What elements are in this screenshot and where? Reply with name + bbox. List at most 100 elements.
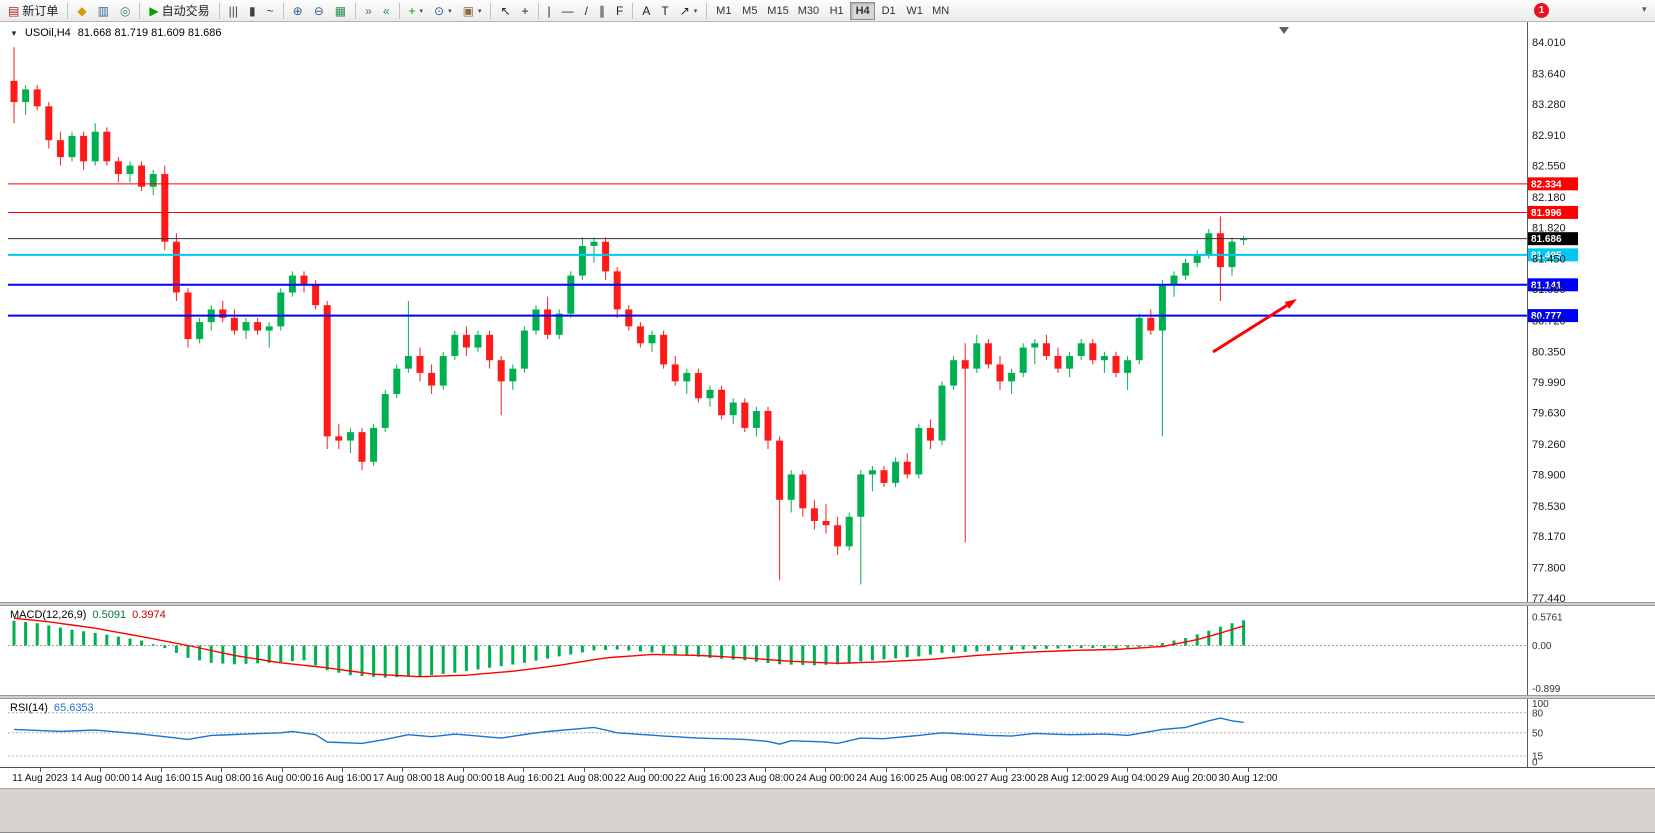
macd-bar xyxy=(105,634,109,646)
toolbar-separator xyxy=(537,2,539,19)
candlestick-chart-type-icon[interactable]: ▮ xyxy=(244,1,261,20)
zoom-out-icon[interactable]: ⊖ xyxy=(309,1,329,20)
macd-bar xyxy=(592,645,596,651)
notification-badge[interactable]: 1 xyxy=(1534,3,1549,18)
candle-body xyxy=(68,135,76,158)
rsi-header: RSI(14) 65.6353 xyxy=(10,702,94,714)
macd-bar xyxy=(372,645,376,677)
macd-bar xyxy=(615,645,619,650)
macd-bar xyxy=(685,645,689,656)
timeframe-w1-button[interactable]: W1 xyxy=(902,2,927,20)
templates-icon: ▣ xyxy=(462,3,474,18)
indicators-list-icon[interactable]: + ▾ xyxy=(404,1,429,20)
arrows-tool-icon[interactable]: ↗ ▾ xyxy=(675,1,703,20)
trendline-icon[interactable]: / xyxy=(580,1,593,20)
candle-body xyxy=(752,410,760,428)
macd-bar xyxy=(360,645,364,677)
tile-windows-icon[interactable]: ▦ xyxy=(330,1,351,20)
timeframe-h4-button[interactable]: H4 xyxy=(850,1,876,20)
vertical-line-icon[interactable]: | xyxy=(543,1,556,20)
text-icon[interactable]: T xyxy=(656,1,673,20)
macd-bar xyxy=(1010,645,1014,650)
candle-body xyxy=(103,131,111,162)
arrow-annotation-head[interactable] xyxy=(1284,299,1297,309)
macd-bar xyxy=(314,645,318,666)
tile-windows-icon: ▦ xyxy=(334,3,347,18)
arrow-annotation-line[interactable] xyxy=(1212,304,1288,354)
autotrading-button[interactable]: ▶ 自动交易 xyxy=(144,1,214,20)
new-order-button[interactable]: ▤ 新订单 xyxy=(3,1,63,20)
main-price-chart[interactable]: 82.33481.99681.49581.14180.77781.68684.0… xyxy=(0,22,1655,602)
time-axis[interactable]: 11 Aug 2023 14 Aug 00:00 14 Aug 16:00 15 Au… xyxy=(0,767,1655,788)
macd-bar xyxy=(894,645,898,659)
price-scale-label: 81.450 xyxy=(1532,254,1566,266)
price-marker-badge xyxy=(1528,248,1578,262)
macd-bar xyxy=(70,629,74,646)
periods-icon[interactable]: ⊙ ▾ xyxy=(429,1,457,20)
timeframe-m15-button-label: M15 xyxy=(767,4,789,17)
bar-chart-type-icon[interactable]: ||| xyxy=(224,1,243,20)
chart-shift-marker[interactable] xyxy=(1279,27,1289,34)
toolbar-separator xyxy=(139,2,141,19)
candle-body xyxy=(729,402,737,416)
candle-body xyxy=(648,334,656,344)
macd-bar xyxy=(441,645,445,674)
price-scale-label: 79.990 xyxy=(1532,377,1566,389)
crosshair-icon[interactable]: + xyxy=(517,1,534,20)
timeframe-h1-button-label: H1 xyxy=(829,4,844,17)
macd-bar xyxy=(812,645,816,666)
candle-body xyxy=(91,131,99,162)
macd-bar xyxy=(221,645,225,664)
timeframe-m1-button[interactable]: M1 xyxy=(711,2,736,20)
horizontal-line-icon[interactable]: — xyxy=(557,1,579,20)
timeframe-m5-button[interactable]: M5 xyxy=(737,2,762,20)
timeframe-m30-button[interactable]: M30 xyxy=(794,2,823,20)
price-scale-label: 83.280 xyxy=(1532,99,1566,111)
chart-shift-icon[interactable]: « xyxy=(378,1,395,20)
macd-bar xyxy=(882,645,886,660)
toolbar-overflow-icon[interactable]: ▾ xyxy=(1642,4,1647,14)
candle-body xyxy=(138,165,146,187)
candle-body xyxy=(242,322,250,331)
candle-body xyxy=(1054,355,1062,369)
timeframe-m5-button-label: M5 xyxy=(742,4,758,17)
macd-bar xyxy=(82,631,86,646)
candle-body xyxy=(1008,372,1016,382)
autoscroll-icon[interactable]: » xyxy=(360,1,377,20)
panel-splitter-rsi[interactable] xyxy=(0,695,1655,699)
macd-panel[interactable]: 0.5761 0.00 -0.899 xyxy=(0,606,1655,695)
macd-bar xyxy=(209,645,213,663)
candle-body xyxy=(1147,317,1155,331)
one-click-trading-toggle[interactable]: ▼ xyxy=(10,28,18,38)
new-chart-icon[interactable]: ◆ xyxy=(72,1,91,20)
timeframe-h1-button[interactable]: H1 xyxy=(824,2,849,20)
text-label-icon[interactable]: A xyxy=(637,1,655,20)
fibonacci-icon[interactable]: F xyxy=(611,1,628,20)
panel-splitter-macd[interactable] xyxy=(0,602,1655,606)
time-axis-tick xyxy=(1127,768,1129,772)
macd-bar xyxy=(859,645,863,662)
timeframe-d1-button[interactable]: D1 xyxy=(876,2,901,20)
time-axis-label: 21 Aug 08:00 xyxy=(554,773,614,784)
timeframe-m1-button-label: M1 xyxy=(716,4,732,17)
cursor-icon[interactable]: ↖ xyxy=(495,1,515,20)
timeframe-m15-button[interactable]: M15 xyxy=(763,2,792,20)
periods-icon: ⊙ xyxy=(434,3,445,18)
equidistant-channel-icon[interactable]: ∥ xyxy=(594,1,610,20)
candle-body xyxy=(532,309,540,331)
macd-label: MACD(12,26,9) xyxy=(10,609,87,621)
line-chart-type-icon[interactable]: ~ xyxy=(262,1,279,20)
candle-body xyxy=(996,364,1004,382)
macd-bar xyxy=(627,645,631,651)
candle-body xyxy=(230,317,238,331)
candle-body xyxy=(196,322,204,340)
data-window-icon[interactable]: ◎ xyxy=(115,1,135,20)
price-scale[interactable]: 84.010 83.640 83.280 82.910 82.550 82.180 81.8… xyxy=(1527,22,1566,602)
timeframe-mn-button[interactable]: MN xyxy=(928,2,953,20)
zoom-in-icon[interactable]: ⊕ xyxy=(288,1,308,20)
market-watch-icon[interactable]: ▥ xyxy=(93,1,114,20)
templates-icon[interactable]: ▣ ▾ xyxy=(458,1,487,20)
macd-main-value: 0.5091 xyxy=(92,609,127,621)
time-axis-label: 25 Aug 08:00 xyxy=(916,773,976,784)
